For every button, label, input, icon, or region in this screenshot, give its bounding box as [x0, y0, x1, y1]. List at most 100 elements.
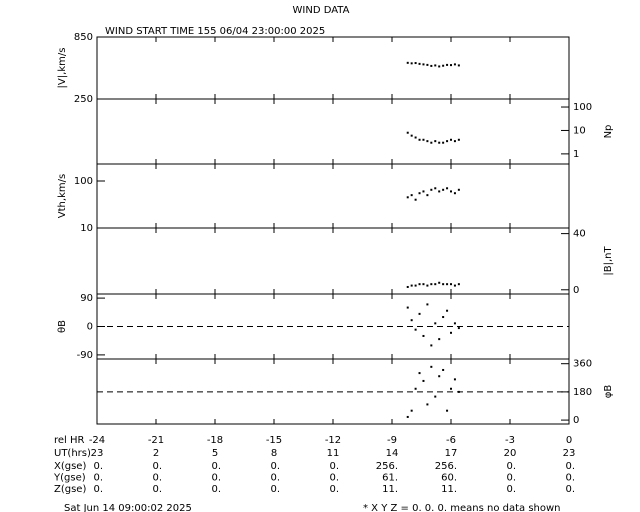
y-tick-label: 1: [573, 149, 579, 160]
table-cell: 0.: [152, 473, 162, 484]
data-point: [426, 194, 429, 197]
data-point: [410, 134, 413, 137]
data-point: [418, 283, 421, 286]
title: WIND DATA: [293, 5, 350, 16]
table-cell: 11.: [441, 484, 457, 495]
y-tick-label: 10: [573, 125, 586, 136]
data-point: [418, 312, 421, 315]
data-point: [426, 284, 429, 287]
data-point: [414, 387, 417, 390]
table-cell: 0.: [211, 473, 221, 484]
y-tick-label: 0: [573, 415, 579, 426]
table-cell: 0.: [93, 484, 103, 495]
data-point: [453, 140, 456, 143]
data-point: [406, 415, 409, 418]
data-point: [426, 403, 429, 406]
data-point: [430, 283, 433, 286]
table-cell: 11.: [382, 484, 398, 495]
data-point: [422, 63, 425, 66]
table-cell: 0.: [329, 473, 339, 484]
table-cell: 0.: [93, 473, 103, 484]
footer: Sat Jun 14 09:00:02 2025: [64, 503, 192, 512]
data-point: [430, 141, 433, 144]
table-cell: 0.: [565, 473, 575, 484]
table-cell: 256.: [435, 461, 457, 472]
data-point: [406, 196, 409, 199]
table-cell: 60.: [441, 473, 457, 484]
data-point: [446, 283, 449, 286]
data-point: [434, 64, 437, 67]
data-point: [410, 284, 413, 287]
y-tick-label: 90: [80, 293, 93, 304]
table-cell: 0.: [506, 484, 516, 495]
y-axis-label: Np: [603, 125, 614, 139]
data-point: [438, 65, 441, 68]
data-point: [434, 140, 437, 143]
data-point: [457, 390, 460, 393]
ut-label: 23: [91, 448, 104, 459]
data-point: [450, 190, 452, 193]
table-cell: 0.: [211, 461, 221, 472]
data-point: [414, 284, 417, 287]
ut-label: 20: [504, 448, 517, 459]
data-point: [430, 344, 433, 347]
y-axis-label: |B|,nT: [603, 246, 614, 276]
table-cell: 0.: [565, 461, 575, 472]
y-tick-label: 250: [74, 94, 93, 105]
data-point: [422, 379, 425, 382]
table-cell: 0.: [329, 461, 339, 472]
table-cell: 61.: [382, 473, 398, 484]
table-cell: 256.: [376, 461, 398, 472]
data-point: [406, 285, 409, 288]
table-cell: 0.: [506, 461, 516, 472]
ut-label: 8: [271, 448, 277, 459]
panel: [96, 227, 570, 295]
data-point: [446, 309, 449, 312]
table-cell: 0.: [152, 484, 162, 495]
data-point: [453, 322, 456, 325]
data-point: [453, 63, 456, 66]
data-point: [442, 64, 445, 67]
data-point: [422, 190, 425, 193]
data-point: [410, 194, 413, 197]
data-point: [442, 283, 445, 286]
data-point: [430, 365, 433, 368]
y-axis-label: Vth,km/s: [57, 174, 68, 218]
y-axis-label: φB: [603, 385, 614, 399]
data-point: [414, 198, 417, 201]
row-label: X(gse): [54, 461, 86, 472]
data-point: [450, 283, 452, 286]
ut-label: 5: [212, 448, 218, 459]
ut-label: 11: [327, 448, 340, 459]
data-point: [438, 141, 441, 144]
table-cell: 0.: [270, 473, 280, 484]
data-point: [410, 409, 413, 412]
data-point: [414, 62, 417, 65]
panel: [96, 98, 570, 165]
y-tick-label: -90: [77, 350, 93, 361]
x-tick-label: -21: [148, 435, 164, 446]
y-tick-label: 850: [74, 32, 93, 43]
x-tick-label: -6: [446, 435, 456, 446]
data-point: [457, 327, 460, 330]
data-point: [446, 187, 449, 190]
data-point: [450, 387, 452, 390]
data-point: [422, 334, 425, 337]
data-point: [438, 190, 441, 193]
y-tick-label: 10: [80, 223, 93, 234]
row-label: Z(gse): [54, 484, 86, 495]
data-point: [418, 62, 421, 65]
y-axis-label: |V|,km/s: [57, 48, 68, 89]
data-point: [457, 283, 460, 286]
data-point: [406, 306, 409, 309]
subtitle: WIND START TIME 155 06/04 23:00:00 2025: [105, 26, 325, 37]
table-cell: 0.: [329, 484, 339, 495]
data-point: [426, 140, 429, 143]
ut-label: 23: [563, 448, 576, 459]
y-axis-label: θB: [57, 320, 68, 333]
data-point: [418, 138, 421, 141]
x-tick-label: 0: [566, 435, 572, 446]
data-point: [434, 283, 437, 286]
ut-label: 2: [153, 448, 159, 459]
data-point: [446, 63, 449, 66]
